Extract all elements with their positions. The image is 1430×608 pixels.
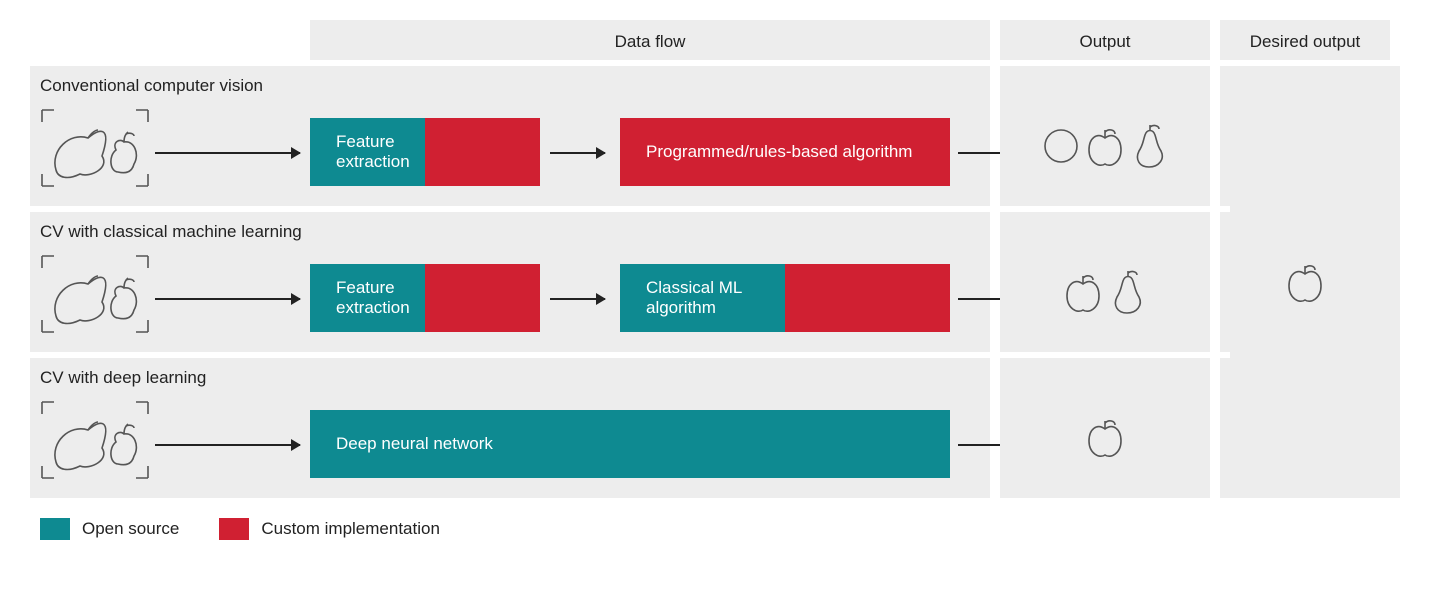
flow-block-label: Feature extraction bbox=[310, 264, 425, 332]
row-label: Conventional computer vision bbox=[30, 66, 310, 96]
pear-icon bbox=[1129, 121, 1169, 171]
flow-row: CV with classical machine learning Featu… bbox=[30, 212, 1400, 352]
desired-output-icon bbox=[1220, 212, 1390, 352]
flow-row: CV with deep learning Deep neural networ… bbox=[30, 358, 1400, 498]
dataflow-column: Feature extraction Classical ML algorith… bbox=[310, 212, 990, 352]
legend-label: Custom implementation bbox=[261, 519, 440, 539]
flow-block: Programmed/rules-based algorithm bbox=[620, 118, 950, 186]
desired-column bbox=[1220, 66, 1390, 206]
legend-item: Custom implementation bbox=[219, 518, 440, 540]
rows-host: Conventional computer vision Feature ext… bbox=[30, 66, 1400, 498]
circle-icon bbox=[1041, 126, 1081, 166]
arrow bbox=[550, 152, 605, 154]
pear-icon bbox=[1107, 267, 1147, 317]
flow-block-label: Deep neural network bbox=[336, 434, 493, 454]
header-desired: Desired output bbox=[1220, 20, 1390, 60]
legend-swatch bbox=[219, 518, 249, 540]
desired-column bbox=[1220, 212, 1390, 352]
input-image bbox=[40, 254, 150, 334]
arrow bbox=[155, 444, 300, 446]
fruit-basket-icon bbox=[40, 254, 150, 334]
legend: Open source Custom implementation bbox=[30, 518, 1400, 540]
output-column bbox=[1000, 66, 1210, 206]
input-column: CV with classical machine learning bbox=[30, 212, 310, 352]
legend-swatch bbox=[40, 518, 70, 540]
header-spacer bbox=[30, 20, 310, 60]
output-icons bbox=[1010, 121, 1200, 171]
dataflow-column: Feature extraction Programmed/rules-base… bbox=[310, 66, 990, 206]
input-image bbox=[40, 108, 150, 188]
dataflow-column: Deep neural network bbox=[310, 358, 990, 498]
fruit-basket-icon bbox=[40, 400, 150, 480]
flow-block-label: Programmed/rules-based algorithm bbox=[646, 141, 912, 162]
legend-label: Open source bbox=[82, 519, 179, 539]
legend-item: Open source bbox=[40, 518, 179, 540]
diagram-root: Data flow Output Desired output Conventi… bbox=[30, 20, 1400, 588]
apple-icon bbox=[1085, 413, 1125, 461]
flow-row: Conventional computer vision Feature ext… bbox=[30, 66, 1400, 206]
apple-icon bbox=[1085, 122, 1125, 170]
arrow bbox=[155, 152, 300, 154]
desired-column bbox=[1220, 358, 1390, 498]
flow-block-label: Feature extraction bbox=[310, 118, 425, 186]
row-label: CV with deep learning bbox=[30, 358, 310, 388]
fruit-basket-icon bbox=[40, 108, 150, 188]
header-output: Output bbox=[1000, 20, 1210, 60]
flow-block-label: Classical ML algorithm bbox=[620, 264, 785, 332]
flow-block: Deep neural network bbox=[310, 410, 950, 478]
header-dataflow: Data flow bbox=[310, 20, 990, 60]
apple-icon bbox=[1063, 268, 1103, 316]
arrow bbox=[155, 298, 300, 300]
output-column bbox=[1000, 358, 1210, 498]
input-image bbox=[40, 400, 150, 480]
flow-block: Classical ML algorithm bbox=[620, 264, 950, 332]
output-icons bbox=[1010, 267, 1200, 317]
input-column: Conventional computer vision bbox=[30, 66, 310, 206]
output-icons bbox=[1010, 413, 1200, 461]
arrow bbox=[550, 298, 605, 300]
flow-block: Feature extraction bbox=[310, 264, 540, 332]
flow-block: Feature extraction bbox=[310, 118, 540, 186]
row-label: CV with classical machine learning bbox=[30, 212, 310, 242]
apple-icon bbox=[1285, 258, 1325, 306]
header-row: Data flow Output Desired output bbox=[30, 20, 1400, 60]
output-column bbox=[1000, 212, 1210, 352]
input-column: CV with deep learning bbox=[30, 358, 310, 498]
